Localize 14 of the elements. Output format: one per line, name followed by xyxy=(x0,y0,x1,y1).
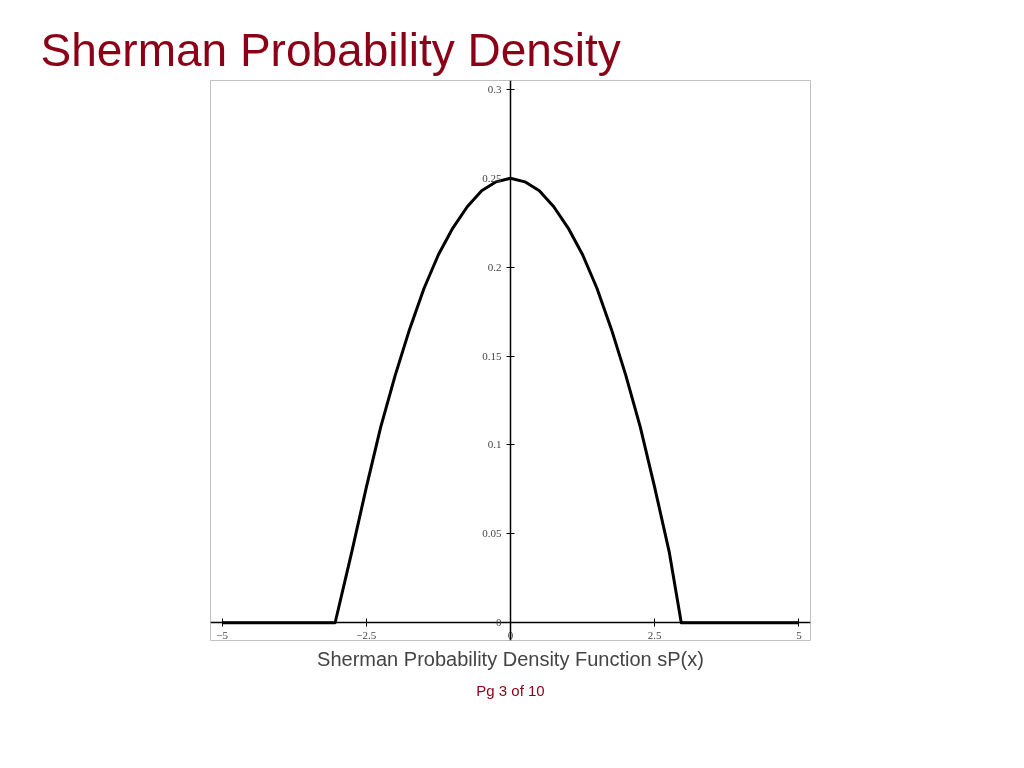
x-axis-title: Sherman Probability Density Function sP(x) xyxy=(317,647,704,670)
y-tick-label: 0.05 xyxy=(482,527,502,540)
x-tick-label: −5 xyxy=(216,628,229,641)
x-tick-label: −2.5 xyxy=(356,628,377,641)
x-tick-label: 5 xyxy=(796,628,803,641)
y-tick-label: 0.3 xyxy=(487,82,502,95)
y-tick-label: 0.2 xyxy=(487,260,502,273)
y-tick-label: 0 xyxy=(496,616,502,629)
y-tick-label: 0.25 xyxy=(482,171,502,184)
text: Pg 3 of 10 xyxy=(476,681,545,699)
chart-title: Sherman Probability Density xyxy=(40,23,621,76)
y-tick-label: 0.1 xyxy=(487,438,502,451)
x-tick-label: 2.5 xyxy=(647,628,663,641)
y-tick-label: 0.15 xyxy=(482,349,502,362)
